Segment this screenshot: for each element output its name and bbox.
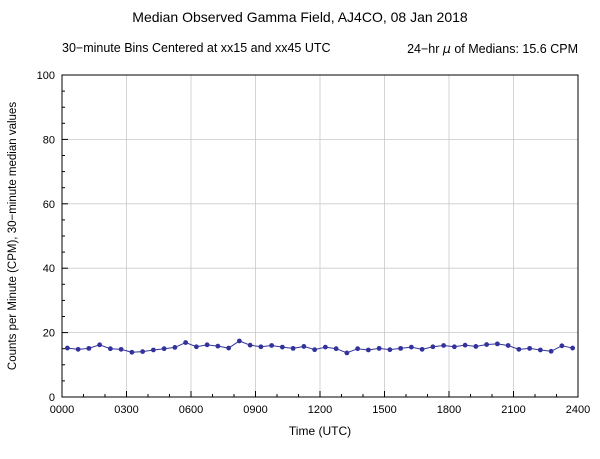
subtitle-mean: 24−hr μ of Medians: 15.6 CPM (407, 41, 578, 56)
data-point (376, 345, 382, 351)
x-tick-label: 0600 (179, 404, 203, 416)
x-tick-label: 0000 (50, 404, 74, 416)
data-point (548, 348, 554, 354)
data-point (559, 343, 565, 349)
data-point (537, 347, 543, 353)
y-axis-label: Counts per Minute (CPM), 30−minute media… (7, 102, 19, 370)
data-point (527, 345, 533, 351)
y-tick-label: 0 (49, 392, 55, 404)
y-tick-label: 100 (37, 70, 55, 82)
x-tick-label: 1500 (372, 404, 396, 416)
data-point (344, 350, 350, 356)
data-point (140, 349, 146, 354)
y-tick-label: 40 (43, 263, 55, 275)
chart-subtitle: 30−minute Bins Centered at xx15 and xx45… (62, 41, 578, 56)
data-point (236, 338, 242, 344)
data-point (408, 344, 414, 350)
data-point (462, 342, 468, 348)
x-tick-label: 2400 (566, 404, 590, 416)
y-tick-label: 20 (43, 328, 55, 340)
data-point (269, 343, 275, 348)
data-point (333, 346, 339, 352)
data-point (118, 346, 124, 352)
data-point (484, 342, 490, 347)
data-point (161, 346, 167, 352)
x-tick-label: 2100 (501, 404, 525, 416)
data-point (398, 345, 404, 351)
data-point (97, 342, 103, 348)
data-point (183, 340, 189, 345)
data-point (516, 346, 522, 352)
data-point (75, 346, 81, 352)
data-point (279, 344, 285, 350)
x-tick-label: 1800 (437, 404, 461, 416)
data-point (107, 346, 113, 352)
data-point (86, 345, 92, 351)
x-tick-label: 0900 (243, 404, 267, 416)
data-point (419, 346, 425, 352)
data-point (193, 344, 199, 350)
data-point (215, 343, 221, 349)
data-point (247, 342, 253, 348)
mu-symbol: μ (442, 41, 451, 56)
data-point (451, 344, 457, 350)
x-tick-label: 0300 (114, 404, 138, 416)
subtitle-bins: 30−minute Bins Centered at xx15 and xx45… (62, 41, 331, 55)
data-point (494, 341, 500, 347)
data-point (301, 344, 307, 349)
chart-title: Median Observed Gamma Field, AJ4CO, 08 J… (132, 9, 468, 25)
data-point (290, 345, 296, 351)
data-point (473, 344, 479, 349)
data-point (258, 344, 264, 350)
data-point (129, 349, 135, 355)
y-tick-label: 60 (43, 199, 55, 211)
x-axis-label: Time (UTC) (288, 424, 352, 438)
data-point (430, 344, 436, 350)
data-point (226, 345, 232, 351)
data-point (570, 345, 576, 351)
data-point (150, 347, 156, 353)
data-point (204, 342, 210, 348)
data-point (64, 345, 70, 351)
data-point (387, 347, 393, 353)
data-point (322, 344, 328, 350)
data-point (505, 343, 511, 348)
x-tick-label: 1200 (308, 404, 332, 416)
data-point (355, 346, 361, 352)
y-tick-label: 80 (43, 134, 55, 146)
data-point (365, 347, 371, 353)
data-point (441, 343, 447, 348)
data-point (172, 345, 178, 350)
data-point (312, 347, 318, 353)
